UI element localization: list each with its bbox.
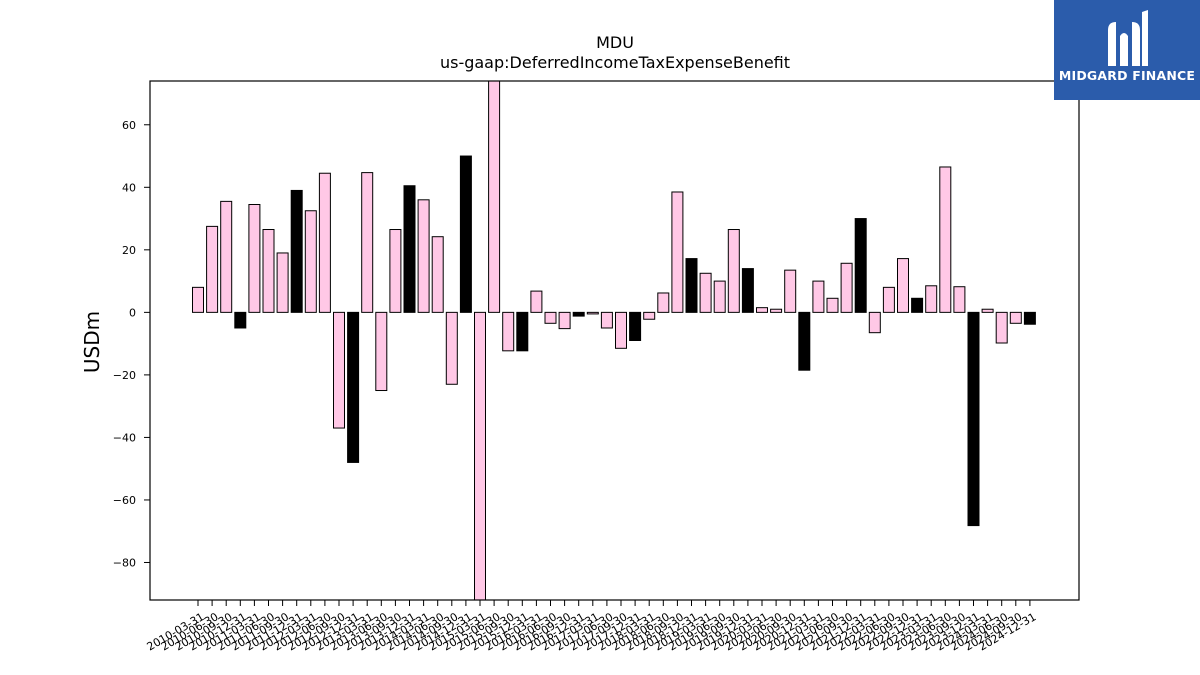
bar-2014-03-31	[417, 199, 430, 313]
bar-2014-12-31	[459, 155, 472, 313]
y-tick-label: 40	[122, 181, 136, 194]
bar-2022-12-31	[911, 297, 924, 313]
bar-2015-09-30	[502, 311, 515, 352]
bar-2010-12-31	[234, 311, 247, 329]
y-ticks: −80 −60 −40 −20 0 20 40 60	[113, 119, 150, 569]
bar-2013-09-30	[389, 229, 402, 313]
bar-2012-12-31	[347, 311, 360, 463]
bar-2019-06-30	[713, 280, 726, 313]
bar-2013-03-31	[361, 172, 374, 313]
bar-2017-12-31	[629, 311, 642, 341]
bar-2017-06-30	[600, 311, 613, 329]
bar-2016-09-30	[558, 311, 571, 330]
bar-2017-03-31	[586, 311, 599, 315]
bar-2021-03-31	[812, 280, 825, 313]
bar-2011-06-30	[262, 229, 275, 313]
bar-2010-06-30	[206, 225, 219, 313]
bar-2010-03-31	[192, 286, 204, 313]
bar-2023-03-31	[925, 285, 938, 313]
bar-2020-06-30	[770, 308, 783, 313]
bar-2020-09-30	[784, 269, 797, 313]
bar-2024-03-31	[981, 308, 994, 313]
bar-2011-12-31	[290, 189, 303, 313]
bar-2018-06-30	[657, 292, 670, 313]
bar-2012-09-30	[333, 311, 345, 429]
bar-2024-09-30	[1009, 311, 1022, 324]
y-tick-label: 20	[122, 244, 136, 257]
bars-layer	[192, 80, 1036, 601]
bar-2016-03-31	[530, 290, 543, 313]
bar-2012-03-31	[304, 210, 317, 313]
x-ticks: 2010-03-312010-06-302010-09-302010-12-31…	[145, 600, 1038, 653]
bar-2021-06-30	[826, 297, 839, 313]
bar-2021-09-30	[840, 262, 853, 313]
chart-title: MDU	[596, 33, 634, 52]
bar-2023-06-30	[939, 166, 952, 313]
bar-2015-03-31	[474, 311, 486, 601]
bar-2013-12-31	[403, 185, 416, 313]
bar-2018-03-31	[643, 311, 656, 320]
brand-logo: MIDGARD FINANCE	[1054, 0, 1200, 100]
chart-subtitle: us-gaap:DeferredIncomeTaxExpenseBenefit	[440, 53, 790, 72]
bar-2011-09-30	[276, 252, 289, 313]
bar-2021-12-31	[854, 218, 867, 313]
midgard-logo-icon	[1108, 10, 1148, 66]
bar-2022-03-31	[868, 311, 881, 334]
bar-2016-06-30	[544, 311, 557, 324]
y-tick-label: −60	[113, 494, 136, 507]
bar-2019-03-31	[699, 272, 712, 313]
bar-2014-09-30	[445, 311, 458, 385]
bar-2023-12-31	[967, 311, 980, 527]
y-tick-label: −20	[113, 369, 136, 382]
bar-2016-12-31	[572, 311, 585, 317]
bar-2013-06-30	[375, 311, 388, 392]
y-tick-label: 60	[122, 119, 136, 132]
bar-2024-06-30	[995, 311, 1008, 344]
bar-2015-12-31	[516, 311, 529, 352]
y-axis-label: USDm	[80, 311, 104, 373]
bar-2019-09-30	[727, 229, 740, 313]
bar-2022-06-30	[882, 286, 895, 313]
y-tick-label: −40	[113, 431, 136, 444]
bar-2019-12-31	[741, 268, 754, 313]
bar-2018-09-30	[671, 191, 684, 313]
y-tick-label: −80	[113, 556, 136, 569]
bar-2023-09-30	[953, 286, 966, 313]
bar-2011-03-31	[248, 204, 261, 313]
bar-2024-12-31	[1023, 311, 1036, 325]
bar-2022-09-30	[897, 258, 909, 313]
plot-frame	[149, 80, 1080, 601]
bar-2017-09-30	[615, 311, 627, 349]
bar-2010-09-30	[220, 200, 233, 313]
bar-2014-06-30	[431, 236, 444, 313]
bar-2012-06-30	[318, 172, 331, 313]
y-tick-label: 0	[129, 306, 136, 319]
bar-2020-03-31	[756, 307, 768, 313]
bar-2020-12-31	[798, 311, 811, 371]
brand-name: MIDGARD FINANCE	[1058, 68, 1196, 83]
bar-2015-06-30	[488, 80, 501, 313]
bar-2018-12-31	[685, 258, 698, 313]
